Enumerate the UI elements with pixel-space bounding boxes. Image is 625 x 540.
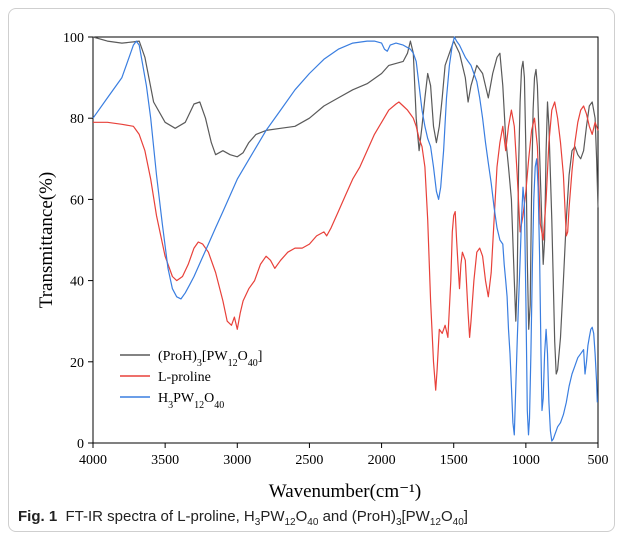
x-tick-label: 2000 xyxy=(368,453,396,468)
legend: (ProH)3[PW12O40]L-proline H3PW12O40 xyxy=(120,349,262,411)
caption-label: Fig. 1 xyxy=(18,508,58,525)
y-tick-label: 60 xyxy=(70,193,84,208)
y-tick-label: 100 xyxy=(63,31,84,46)
y-tick-label: 40 xyxy=(70,275,84,290)
series-line-1 xyxy=(93,101,599,391)
x-axis-label: Wavenumber(cm⁻¹) xyxy=(269,481,421,502)
y-tick-label: 20 xyxy=(70,356,84,371)
x-axis-ticks: 4000 3500 3000 2500 2000 1500 1000 500 xyxy=(79,443,609,468)
x-tick-label: 3000 xyxy=(223,453,251,468)
legend-label-1: L-proline xyxy=(158,370,211,385)
series-group xyxy=(92,36,599,442)
series-line-0 xyxy=(92,36,599,375)
y-tick-label: 80 xyxy=(70,112,84,127)
plot-area xyxy=(92,36,599,444)
caption-text: FT-IR spectra of L-proline, H3PW12O40 an… xyxy=(65,508,468,528)
x-tick-label: 1500 xyxy=(440,453,468,468)
x-tick-label: 1000 xyxy=(512,453,540,468)
x-tick-label: 3500 xyxy=(151,453,179,468)
y-tick-label: 0 xyxy=(77,437,84,452)
series-line-2 xyxy=(92,36,598,442)
x-tick-label: 4000 xyxy=(79,453,107,468)
legend-label-0: (ProH)3[PW12O40] xyxy=(158,349,262,369)
legend-label-2: H3PW12O40 xyxy=(158,391,224,411)
x-tick-label: 2500 xyxy=(295,453,323,468)
y-axis-label: Transmittance(%) xyxy=(36,172,57,309)
y-axis-ticks: 0 20 40 60 80 100 xyxy=(63,31,93,452)
figure-caption: Fig. 1 FT-IR spectra of L-proline, H3PW1… xyxy=(18,508,618,528)
x-tick-label: 500 xyxy=(588,453,609,468)
